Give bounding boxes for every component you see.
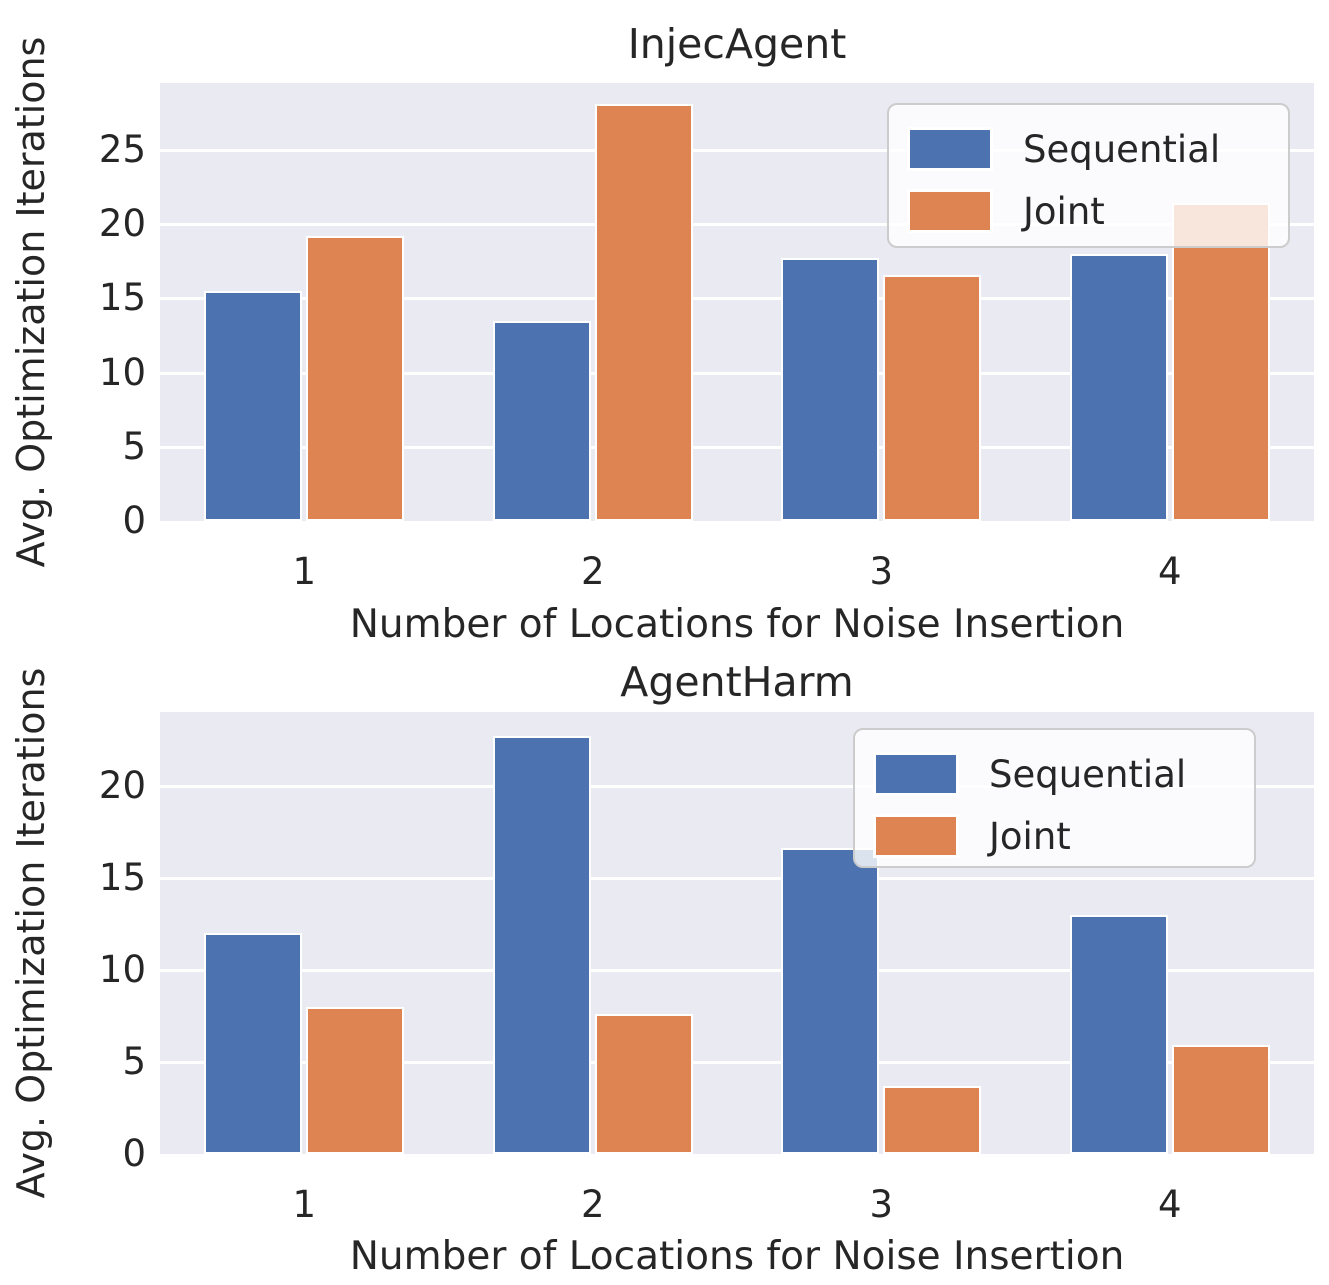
bar-joint-x3 xyxy=(883,1085,982,1154)
bar-joint-x1 xyxy=(306,235,405,521)
x-tick-label-3: 3 xyxy=(869,1183,894,1226)
legend-entry-joint: Joint xyxy=(873,808,1254,864)
gridline-y-15 xyxy=(160,876,1314,880)
gridline-y-20 xyxy=(160,784,1314,788)
y-tick-label-15: 15 xyxy=(98,276,146,320)
bar-sequential-x1 xyxy=(204,290,303,521)
gridline-y-10 xyxy=(160,968,1314,972)
legend-label-sequential: Sequential xyxy=(989,752,1187,796)
y-tick-label-15: 15 xyxy=(98,855,146,899)
legend-entry-joint: Joint xyxy=(907,183,1288,239)
y-tick-label-10: 10 xyxy=(98,350,146,394)
gridline-y-20 xyxy=(160,223,1314,227)
y-tick-label-5: 5 xyxy=(122,424,146,468)
x-tick-label-2: 2 xyxy=(580,1183,605,1226)
gridline-y-15 xyxy=(160,297,1314,301)
legend-swatch-sequential-icon xyxy=(907,127,993,171)
bar-sequential-x3 xyxy=(781,258,880,521)
legend-swatch-joint-icon xyxy=(873,814,959,858)
y-tick-label-5: 5 xyxy=(122,1039,146,1083)
bar-sequential-x2 xyxy=(492,320,591,521)
plot-area-agentharm xyxy=(160,712,1314,1154)
bar-joint-x3 xyxy=(883,274,982,521)
y-tick-label-0: 0 xyxy=(122,499,146,542)
chart-title-agentharm: AgentHarm xyxy=(620,658,854,706)
legend-agentharm: Sequential Joint xyxy=(853,728,1256,868)
x-tick-label-2: 2 xyxy=(580,550,605,593)
x-axis-label-bottom: Number of Locations for Noise Insertion xyxy=(349,1234,1125,1279)
y-tick-label-10: 10 xyxy=(98,947,146,991)
x-tick-label-4: 4 xyxy=(1157,550,1182,593)
bar-joint-x2 xyxy=(594,103,693,521)
bar-joint-x4 xyxy=(1171,1045,1270,1154)
y-tick-label-20: 20 xyxy=(98,763,146,807)
legend-label-sequential: Sequential xyxy=(1023,127,1221,171)
y-axis-label-bottom: Avg. Optimization Iterations xyxy=(9,667,53,1199)
y-tick-label-20: 20 xyxy=(98,202,146,246)
bar-joint-x4 xyxy=(1171,203,1270,521)
legend-entry-sequential: Sequential xyxy=(907,121,1288,177)
legend-entry-sequential: Sequential xyxy=(873,746,1254,802)
legend-label-joint: Joint xyxy=(1023,189,1105,233)
legend-injecagent: Sequential Joint xyxy=(887,103,1290,248)
x-tick-label-3: 3 xyxy=(869,550,894,593)
x-tick-label-1: 1 xyxy=(292,1183,317,1226)
bar-sequential-x1 xyxy=(204,933,303,1154)
x-tick-label-1: 1 xyxy=(292,550,317,593)
legend-swatch-sequential-icon xyxy=(873,752,959,796)
bar-sequential-x2 xyxy=(492,735,591,1154)
gridline-y-10 xyxy=(160,371,1314,375)
bar-joint-x1 xyxy=(306,1006,405,1154)
legend-label-joint: Joint xyxy=(989,814,1071,858)
gridline-y-5 xyxy=(160,1060,1314,1064)
bar-sequential-x4 xyxy=(1069,253,1168,521)
x-tick-label-4: 4 xyxy=(1157,1183,1182,1226)
bar-joint-x2 xyxy=(594,1014,693,1154)
bar-sequential-x4 xyxy=(1069,914,1168,1154)
bar-sequential-x3 xyxy=(781,848,880,1154)
legend-swatch-joint-icon xyxy=(907,189,993,233)
chart-title-injecagent: InjecAgent xyxy=(627,20,847,68)
y-tick-label-25: 25 xyxy=(98,127,146,171)
y-tick-label-0: 0 xyxy=(122,1132,146,1175)
gridline-y-5 xyxy=(160,445,1314,449)
gridline-y-25 xyxy=(160,148,1314,152)
x-axis-label-top: Number of Locations for Noise Insertion xyxy=(349,602,1125,647)
